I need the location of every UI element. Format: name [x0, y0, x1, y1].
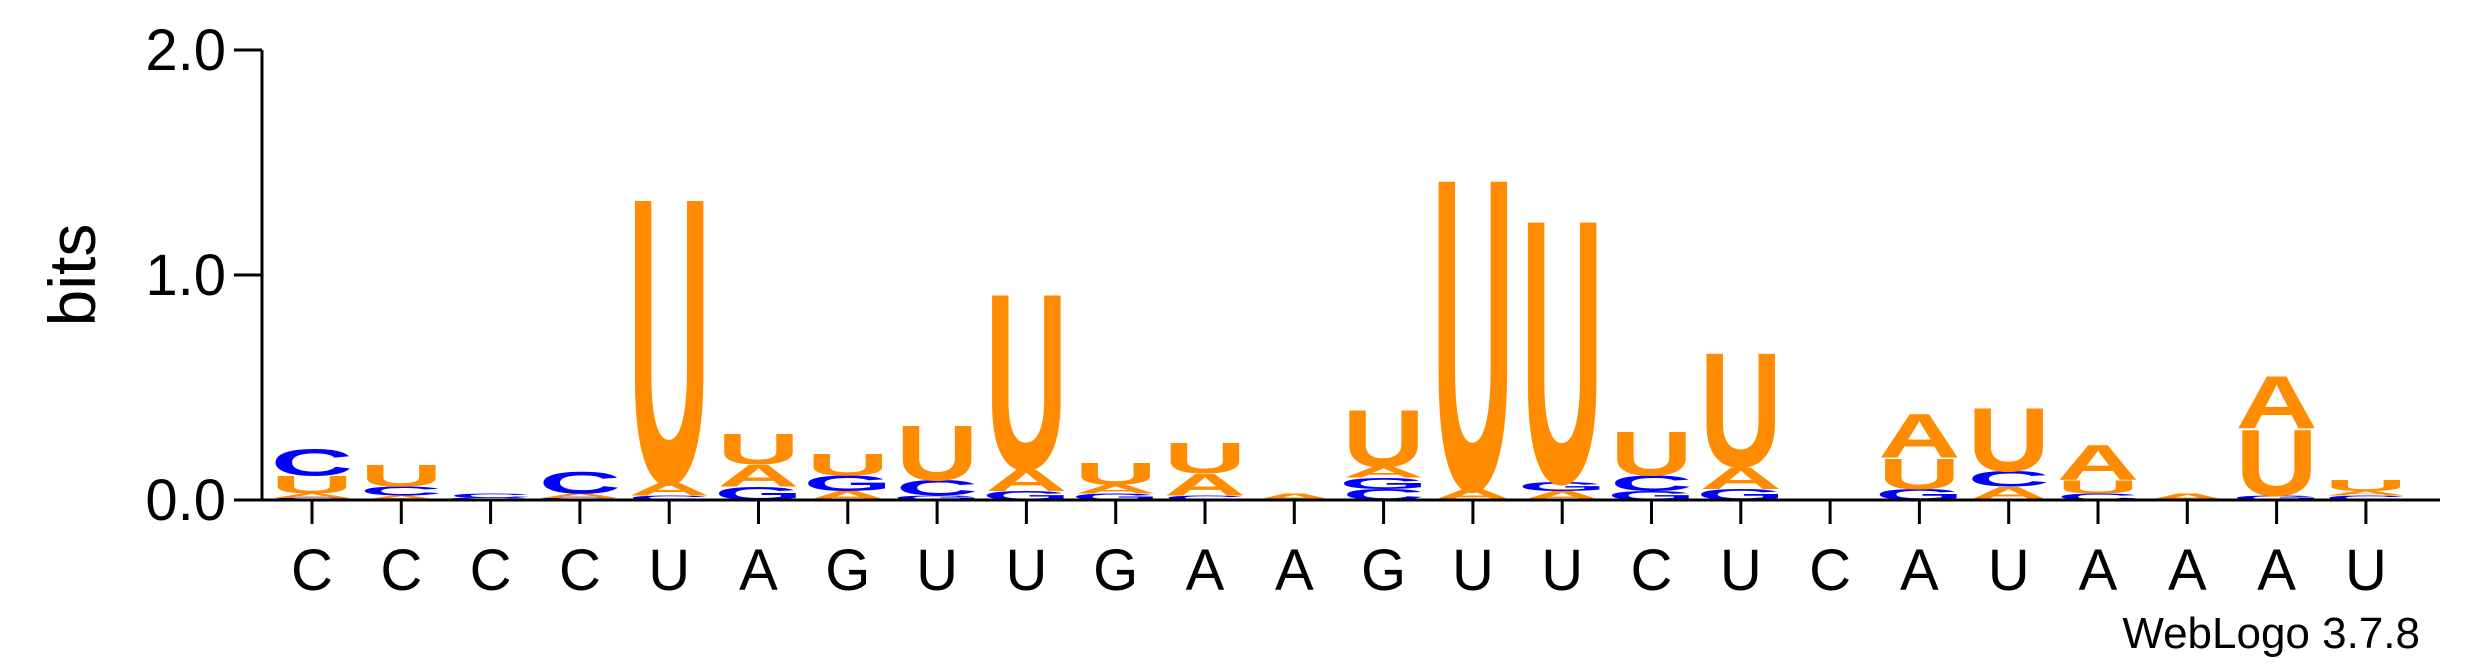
- logo-letter-G: G: [1518, 480, 1607, 494]
- position-label: A: [2168, 538, 2207, 603]
- logo-letter-A: A: [360, 494, 442, 501]
- logo-letter-C: C: [2325, 494, 2407, 501]
- logo-letter-U: U: [717, 425, 799, 474]
- y-axis-label: bits: [35, 224, 109, 327]
- logo-letter-A: A: [1342, 463, 1424, 481]
- logo-letter-U: U: [1700, 319, 1782, 501]
- logo-letter-A: A: [1164, 467, 1246, 502]
- logo-letter-A: A: [1253, 492, 1335, 502]
- y-ticks: 0.0 1.0 2.0: [145, 18, 262, 533]
- logo-letter-U: U: [2057, 476, 2139, 497]
- logo-letter-U: U: [1521, 142, 1603, 563]
- logo-letter-C: C: [360, 484, 442, 498]
- logo-letter-A: A: [1700, 460, 1782, 495]
- logo-letter-C: C: [1968, 467, 2050, 491]
- logo-letter-A: A: [628, 479, 710, 500]
- position-label: A: [1275, 538, 1314, 603]
- logo-letter-A: A: [539, 492, 621, 499]
- logo-letter-A: A: [2057, 434, 2139, 491]
- position-label: A: [1186, 538, 1225, 603]
- logo-letter-A: A: [1075, 482, 1157, 496]
- logo-letter-C: C: [449, 492, 531, 499]
- logo-letter-G: G: [804, 471, 893, 495]
- logo-letter-A: A: [985, 462, 1067, 497]
- position-label: A: [2079, 538, 2118, 603]
- logo-letter-U: U: [807, 447, 889, 482]
- logo-letter-U: U: [1075, 456, 1157, 491]
- position-label: U: [648, 538, 690, 603]
- position-label: U: [1541, 538, 1583, 603]
- logo-letter-U: U: [1164, 434, 1246, 483]
- position-label: U: [916, 538, 958, 603]
- position-label: A: [2257, 538, 2296, 603]
- position-label: G: [825, 538, 870, 603]
- position-label: C: [1809, 538, 1851, 603]
- position-label: C: [380, 538, 422, 603]
- position-label: C: [470, 538, 512, 603]
- y-tick-label: 2.0: [145, 18, 226, 83]
- logo-letter-U: U: [271, 471, 353, 499]
- logo-letter-U: U: [1878, 450, 1960, 499]
- position-label: C: [559, 538, 601, 603]
- position-label: G: [1093, 538, 1138, 603]
- position-label: A: [1900, 538, 1939, 603]
- position-label: U: [1005, 538, 1047, 603]
- logo-letter-C: C: [539, 465, 621, 500]
- logo-letter-C: C: [1164, 494, 1246, 501]
- logo-letter-G: G: [893, 494, 982, 501]
- letter-stacks: CAUCACUGCGACCAUGAUAGUGCUGAUGAUCAUACGAUAU…: [271, 86, 2407, 585]
- logo-letter-C: C: [628, 494, 710, 501]
- logo-letter-U: U: [985, 242, 1067, 523]
- position-label: A: [739, 538, 778, 603]
- logo-letter-A: A: [2325, 490, 2407, 497]
- logo-letter-A: A: [1878, 401, 1960, 471]
- logo-letter-A: A: [2235, 361, 2317, 445]
- logo-letter-A: A: [271, 492, 353, 499]
- logo-letter-A: A: [2146, 492, 2228, 502]
- position-label: G: [1361, 538, 1406, 603]
- y-tick-label: 0.0: [145, 468, 226, 533]
- logo-letter-C: C: [1610, 471, 1692, 495]
- position-label: U: [2345, 538, 2387, 603]
- position-label: U: [1452, 538, 1494, 603]
- weblogo-version-label: WebLogo 3.7.8: [2122, 609, 2420, 658]
- logo-letter-U: U: [1610, 419, 1692, 489]
- logo-letter-C: C: [896, 476, 978, 500]
- position-label: U: [1720, 538, 1762, 603]
- position-label: C: [291, 538, 333, 603]
- logo-letter-U: U: [1342, 393, 1424, 485]
- logo-letter-A: A: [717, 458, 799, 493]
- logo-letter-C: C: [271, 441, 353, 483]
- y-tick-label: 1.0: [145, 243, 226, 308]
- logo-letter-U: U: [360, 458, 442, 493]
- logo-letter-G: G: [1071, 492, 1160, 502]
- logo-letter-U: U: [896, 408, 978, 496]
- logo-letter-U: U: [2325, 477, 2407, 495]
- logo-letter-U: U: [1968, 389, 2050, 491]
- position-label: U: [1988, 538, 2030, 603]
- position-label: C: [1631, 538, 1673, 603]
- logo-letter-U: U: [628, 113, 710, 569]
- logo-letter-G: G: [1339, 475, 1428, 493]
- logo-letter-G: G: [2232, 494, 2321, 501]
- logo-letter-C: C: [2057, 492, 2139, 502]
